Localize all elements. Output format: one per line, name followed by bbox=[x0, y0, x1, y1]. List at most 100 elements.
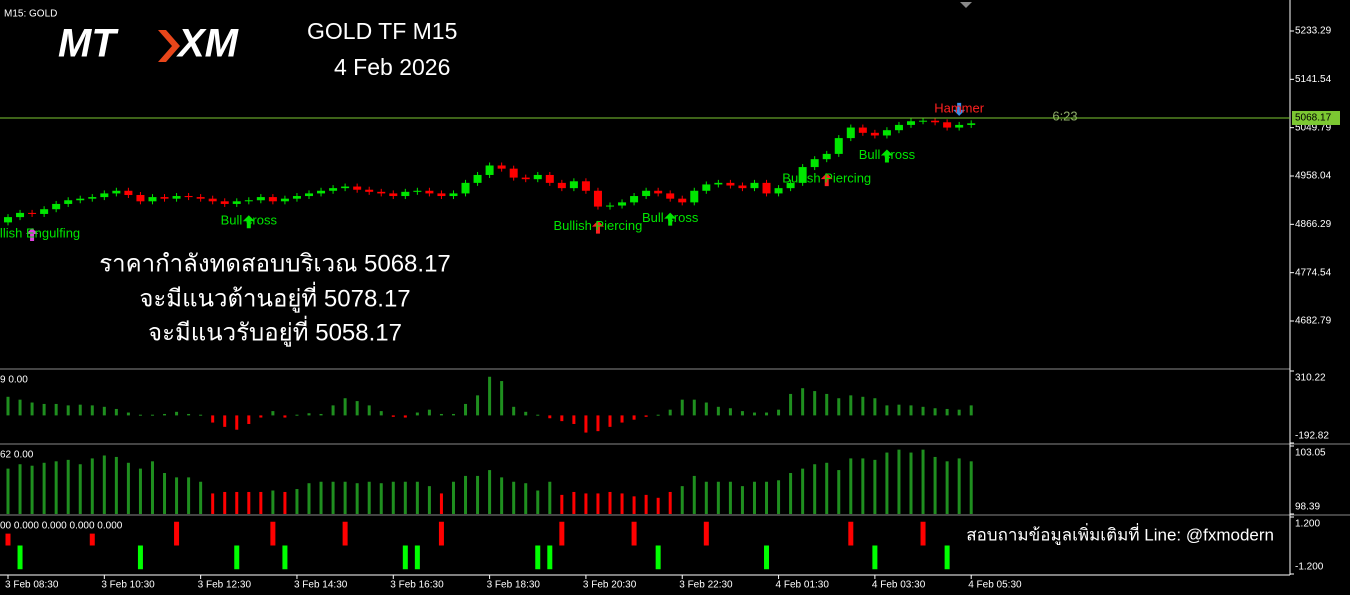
histogram-bar bbox=[560, 415, 564, 422]
volume-bar bbox=[620, 493, 624, 514]
pattern-label: Bull cross bbox=[221, 213, 278, 228]
histogram-bar bbox=[813, 391, 817, 416]
candle-body bbox=[726, 182, 735, 186]
y-tick-label: 103.05 bbox=[1295, 448, 1326, 459]
signal-bar bbox=[438, 521, 444, 546]
histogram-bar bbox=[391, 415, 395, 417]
volume-bar bbox=[777, 480, 781, 514]
signal-bar bbox=[535, 545, 541, 570]
current-price-label: 5068.17 bbox=[1295, 113, 1332, 124]
histogram-bar bbox=[331, 405, 335, 416]
candle-body bbox=[16, 212, 25, 218]
indicator-header: 62 0.00 bbox=[0, 450, 34, 461]
candle-body bbox=[160, 197, 169, 199]
signal-bar bbox=[5, 533, 11, 546]
signal-bar bbox=[872, 545, 878, 570]
volume-bar bbox=[656, 497, 660, 514]
histogram-bar bbox=[114, 408, 118, 416]
volume-bar bbox=[740, 486, 744, 514]
volume-bar bbox=[608, 491, 612, 514]
x-tick-label: 3 Feb 14:30 bbox=[294, 580, 348, 591]
signal-arrow bbox=[953, 102, 966, 116]
candle-body bbox=[76, 198, 85, 201]
y-tick-label: 4866.29 bbox=[1295, 219, 1332, 230]
candle-body bbox=[425, 190, 434, 194]
histogram-bar bbox=[476, 395, 480, 416]
histogram-bar bbox=[175, 411, 179, 416]
candle-body bbox=[317, 190, 326, 194]
histogram-bar bbox=[668, 409, 672, 416]
histogram-bar bbox=[837, 398, 841, 416]
histogram-bar bbox=[740, 411, 744, 416]
candle-body bbox=[738, 185, 747, 189]
candle-body bbox=[846, 127, 855, 139]
note: จะมีแนวรับอยู่ที่ 5058.17 bbox=[148, 315, 402, 347]
candle-body bbox=[521, 177, 530, 180]
histogram-bar bbox=[307, 413, 311, 416]
histogram-bar bbox=[30, 402, 34, 416]
candle-body bbox=[100, 193, 109, 198]
y-tick-label: 4774.54 bbox=[1295, 267, 1332, 278]
volume-bar bbox=[42, 462, 46, 514]
histogram-bar bbox=[873, 398, 877, 416]
y-tick-label: -192.82 bbox=[1295, 431, 1329, 442]
pattern-label: Bull cross bbox=[859, 147, 916, 162]
y-tick-label: 4958.04 bbox=[1295, 171, 1332, 182]
volume-bar bbox=[319, 481, 323, 514]
volume-bar bbox=[439, 493, 443, 514]
histogram-bar bbox=[692, 399, 696, 416]
logo: XM bbox=[176, 22, 240, 66]
histogram-bar bbox=[66, 405, 70, 416]
pattern-label: Bullish Piercing bbox=[782, 171, 871, 186]
shift-marker bbox=[960, 2, 972, 8]
volume-bar bbox=[307, 483, 311, 514]
x-tick-label: 3 Feb 12:30 bbox=[198, 580, 252, 591]
histogram-bar bbox=[78, 404, 82, 416]
candle-body bbox=[509, 168, 518, 178]
histogram-bar bbox=[728, 408, 732, 416]
candle-body bbox=[365, 189, 374, 192]
histogram-bar bbox=[163, 413, 167, 416]
x-tick-label: 4 Feb 05:30 bbox=[968, 580, 1022, 591]
x-tick-label: 3 Feb 18:30 bbox=[487, 580, 541, 591]
volume-bar bbox=[632, 496, 636, 514]
volume-bar bbox=[271, 490, 275, 514]
candle-body bbox=[786, 182, 795, 189]
candle-body bbox=[714, 182, 723, 185]
signal-arrow bbox=[664, 212, 677, 226]
histogram-bar bbox=[957, 409, 961, 416]
candle-body bbox=[232, 201, 241, 204]
signal-arrow bbox=[880, 149, 893, 163]
histogram-bar bbox=[355, 401, 359, 416]
histogram-bar bbox=[283, 415, 287, 418]
histogram-bar bbox=[909, 405, 913, 416]
volume-bar bbox=[343, 481, 347, 514]
volume-bar bbox=[596, 493, 600, 514]
histogram-bar bbox=[933, 408, 937, 416]
volume-bar bbox=[813, 464, 817, 514]
volume-bar bbox=[969, 461, 973, 514]
volume-bar bbox=[331, 481, 335, 514]
signal-bar bbox=[655, 545, 661, 570]
histogram-bar bbox=[921, 406, 925, 416]
volume-bar bbox=[536, 490, 540, 514]
histogram-bar bbox=[138, 414, 142, 416]
histogram-bar bbox=[825, 393, 829, 416]
volume-bar bbox=[765, 481, 769, 514]
histogram-bar bbox=[777, 409, 781, 416]
x-tick-label: 3 Feb 16:30 bbox=[390, 580, 444, 591]
candle-body bbox=[943, 122, 952, 128]
pattern-label: Bullish Engulfing bbox=[0, 225, 80, 240]
logo-mark bbox=[158, 30, 180, 62]
volume-bar bbox=[789, 472, 793, 514]
volume-bar bbox=[138, 468, 142, 514]
volume-bar bbox=[801, 468, 805, 514]
candle-body bbox=[907, 121, 915, 125]
x-tick-label: 3 Feb 10:30 bbox=[101, 580, 155, 591]
pattern-label: Hammer bbox=[934, 100, 985, 115]
volume-bar bbox=[295, 489, 299, 514]
volume-bar bbox=[464, 475, 468, 514]
candle-body bbox=[64, 200, 73, 204]
candle-body bbox=[377, 191, 386, 194]
